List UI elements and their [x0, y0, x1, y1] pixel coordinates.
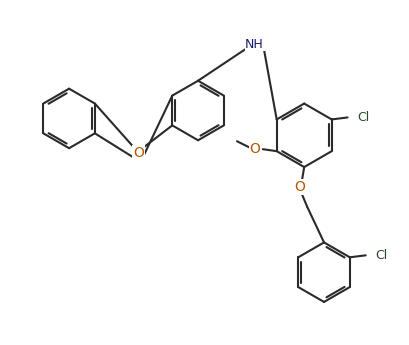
Text: O: O: [133, 146, 144, 160]
Text: NH: NH: [245, 38, 264, 51]
Text: O: O: [249, 142, 260, 156]
Text: Cl: Cl: [375, 249, 388, 262]
Text: O: O: [294, 180, 305, 194]
Text: Cl: Cl: [357, 111, 370, 124]
